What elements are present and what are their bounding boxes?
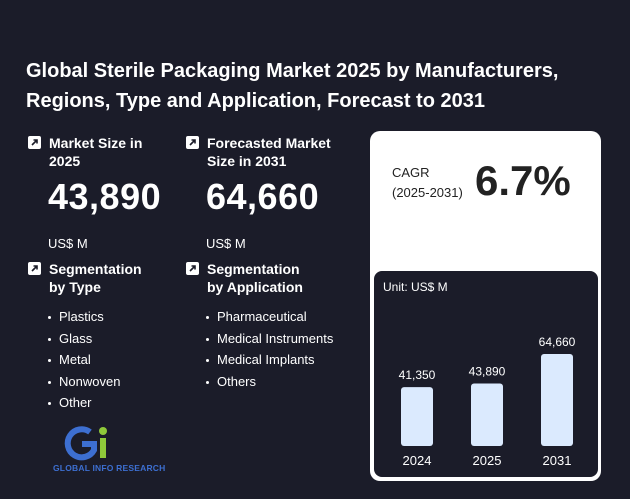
segmentation-by-application: Segmentation by Application Pharmaceutic… — [186, 260, 356, 392]
bar-2024 — [401, 387, 433, 446]
logo-mark-icon — [64, 426, 107, 461]
bar-chart-svg: 41,350 2024 43,890 2025 64,660 2031 — [399, 335, 576, 468]
cagr-card: CAGR (2025-2031) 6.7% Unit: US$ M 41,350… — [370, 131, 601, 481]
arrow-up-right-icon — [28, 136, 41, 149]
bar-2031 — [541, 354, 573, 446]
list-item: Other — [46, 392, 178, 414]
cagr-label-line1: CAGR — [392, 165, 430, 180]
arrow-up-right-icon — [28, 262, 41, 275]
arrow-up-right-icon — [186, 262, 199, 275]
type-list: Plastics Glass Metal Nonwoven Other — [46, 306, 178, 414]
chart-unit-label: Unit: US$ M — [383, 280, 448, 294]
global-info-research-logo: GLOBAL INFO RESEARCH — [50, 424, 170, 474]
category-label-2024: 2024 — [403, 453, 432, 468]
list-item: Metal — [46, 349, 178, 371]
list-item: Medical Implants — [204, 349, 356, 371]
list-item: Nonwoven — [46, 371, 178, 393]
cagr-value: 6.7% — [475, 157, 571, 204]
segmentation-application-label: Segmentation by Application — [207, 261, 303, 295]
market-size-label: Market Size in 2025 — [49, 135, 143, 169]
cagr-label-line2: (2025-2031) — [392, 185, 463, 200]
cagr-label: CAGR (2025-2031) — [392, 163, 463, 203]
forecast-2031: Forecasted Market Size in 2031 64,660 US… — [186, 134, 356, 251]
category-label-2031: 2031 — [543, 453, 572, 468]
list-item: Medical Instruments — [204, 328, 356, 350]
page-title: Global Sterile Packaging Market 2025 by … — [26, 60, 559, 112]
market-size-value: 43,890 — [48, 176, 162, 217]
segmentation-type-label: Segmentation by Type — [49, 261, 142, 295]
forecast-label: Forecasted Market Size in 2031 — [207, 135, 331, 169]
arrow-up-right-icon — [186, 136, 199, 149]
bar-chart: Unit: US$ M 41,350 2024 43,890 2025 64,660 20… — [374, 271, 598, 477]
application-list: Pharmaceutical Medical Instruments Medic… — [204, 306, 356, 392]
bar-2025 — [471, 383, 503, 446]
market-size-2025: Market Size in 2025 43,890 US$ M — [28, 134, 178, 251]
list-item: Pharmaceutical — [204, 306, 356, 328]
list-item: Others — [204, 371, 356, 393]
value-label-2025: 43,890 — [469, 365, 506, 379]
list-item: Plastics — [46, 306, 178, 328]
market-size-unit: US$ M — [48, 236, 88, 251]
category-label-2025: 2025 — [473, 453, 502, 468]
segmentation-by-type: Segmentation by Type Plastics Glass Meta… — [28, 260, 178, 414]
value-label-2024: 41,350 — [399, 368, 436, 382]
logo-text: GLOBAL INFO RESEARCH — [53, 463, 166, 473]
forecast-value: 64,660 — [206, 176, 320, 217]
forecast-unit: US$ M — [206, 236, 246, 251]
value-label-2031: 64,660 — [539, 335, 576, 349]
list-item: Glass — [46, 328, 178, 350]
